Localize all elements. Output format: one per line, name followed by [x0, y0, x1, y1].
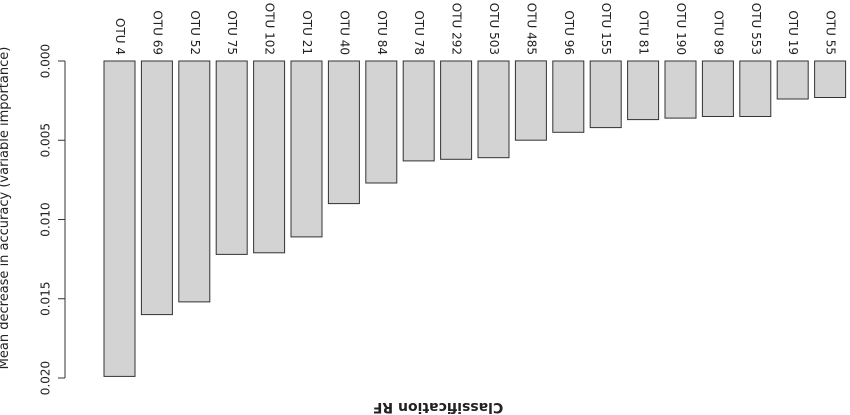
category-label: OTU 96 [562, 10, 576, 55]
y-tick-label: 0.000 [39, 44, 53, 78]
category-label: OTU 55 [824, 10, 838, 55]
y-axis-label: Mean decrease in accuracy (variable impo… [0, 47, 12, 370]
bar-otu-96 [552, 60, 585, 133]
bar-otu-55 [814, 60, 847, 98]
bar-otu-190 [664, 60, 697, 119]
category-labels: OTU 4 OTU 69 OTU 52 OTU 75 OTU 102 OTU 21 OTU … [113, 3, 838, 55]
bar-otu-52 [178, 60, 211, 303]
bar-otu-553 [739, 60, 772, 117]
chart-title: Classification RF [373, 399, 503, 415]
category-label: OTU 75 [225, 10, 239, 55]
bar-otu-19 [776, 60, 809, 100]
bar-otu-21 [290, 60, 323, 238]
bar-otu-155 [589, 60, 622, 129]
category-label: OTU 155 [599, 3, 613, 55]
y-tick-label: 0.020 [39, 361, 53, 395]
bar-otu-78 [402, 60, 435, 162]
bar-otu-84 [365, 60, 398, 184]
y-axis: 0.000 0.005 0.010 0.015 0.020 [39, 44, 66, 395]
bar-otu-485 [514, 60, 547, 141]
category-label: OTU 292 [450, 3, 464, 55]
bars-layer [103, 60, 847, 377]
category-label: OTU 503 [487, 3, 501, 55]
category-label: OTU 40 [337, 10, 351, 55]
bar-otu-292 [440, 60, 473, 160]
category-label: OTU 69 [150, 10, 164, 55]
category-label: OTU 52 [188, 10, 202, 55]
bar-otu-81 [627, 60, 660, 121]
category-label: OTU 84 [375, 10, 389, 55]
bar-otu-102 [253, 60, 286, 254]
category-label: OTU 19 [786, 10, 800, 55]
category-label: OTU 78 [412, 10, 426, 55]
bar-otu-40 [327, 60, 360, 205]
bar-otu-4 [103, 60, 136, 377]
category-label: OTU 553 [749, 3, 763, 55]
y-tick-label: 0.015 [39, 282, 53, 316]
bar-otu-69 [140, 60, 173, 316]
y-tick-label: 0.010 [39, 202, 53, 236]
category-label: OTU 81 [637, 10, 651, 55]
category-label: OTU 21 [300, 10, 314, 55]
category-label: OTU 190 [674, 3, 688, 55]
bar-otu-503 [477, 60, 510, 159]
bar-otu-75 [215, 60, 248, 255]
y-tick-label: 0.005 [39, 123, 53, 157]
category-label: OTU 89 [711, 10, 725, 55]
category-label: OTU 4 [113, 18, 127, 55]
bar-otu-89 [701, 60, 734, 117]
category-label: OTU 485 [524, 3, 538, 55]
category-label: OTU 102 [263, 3, 277, 55]
